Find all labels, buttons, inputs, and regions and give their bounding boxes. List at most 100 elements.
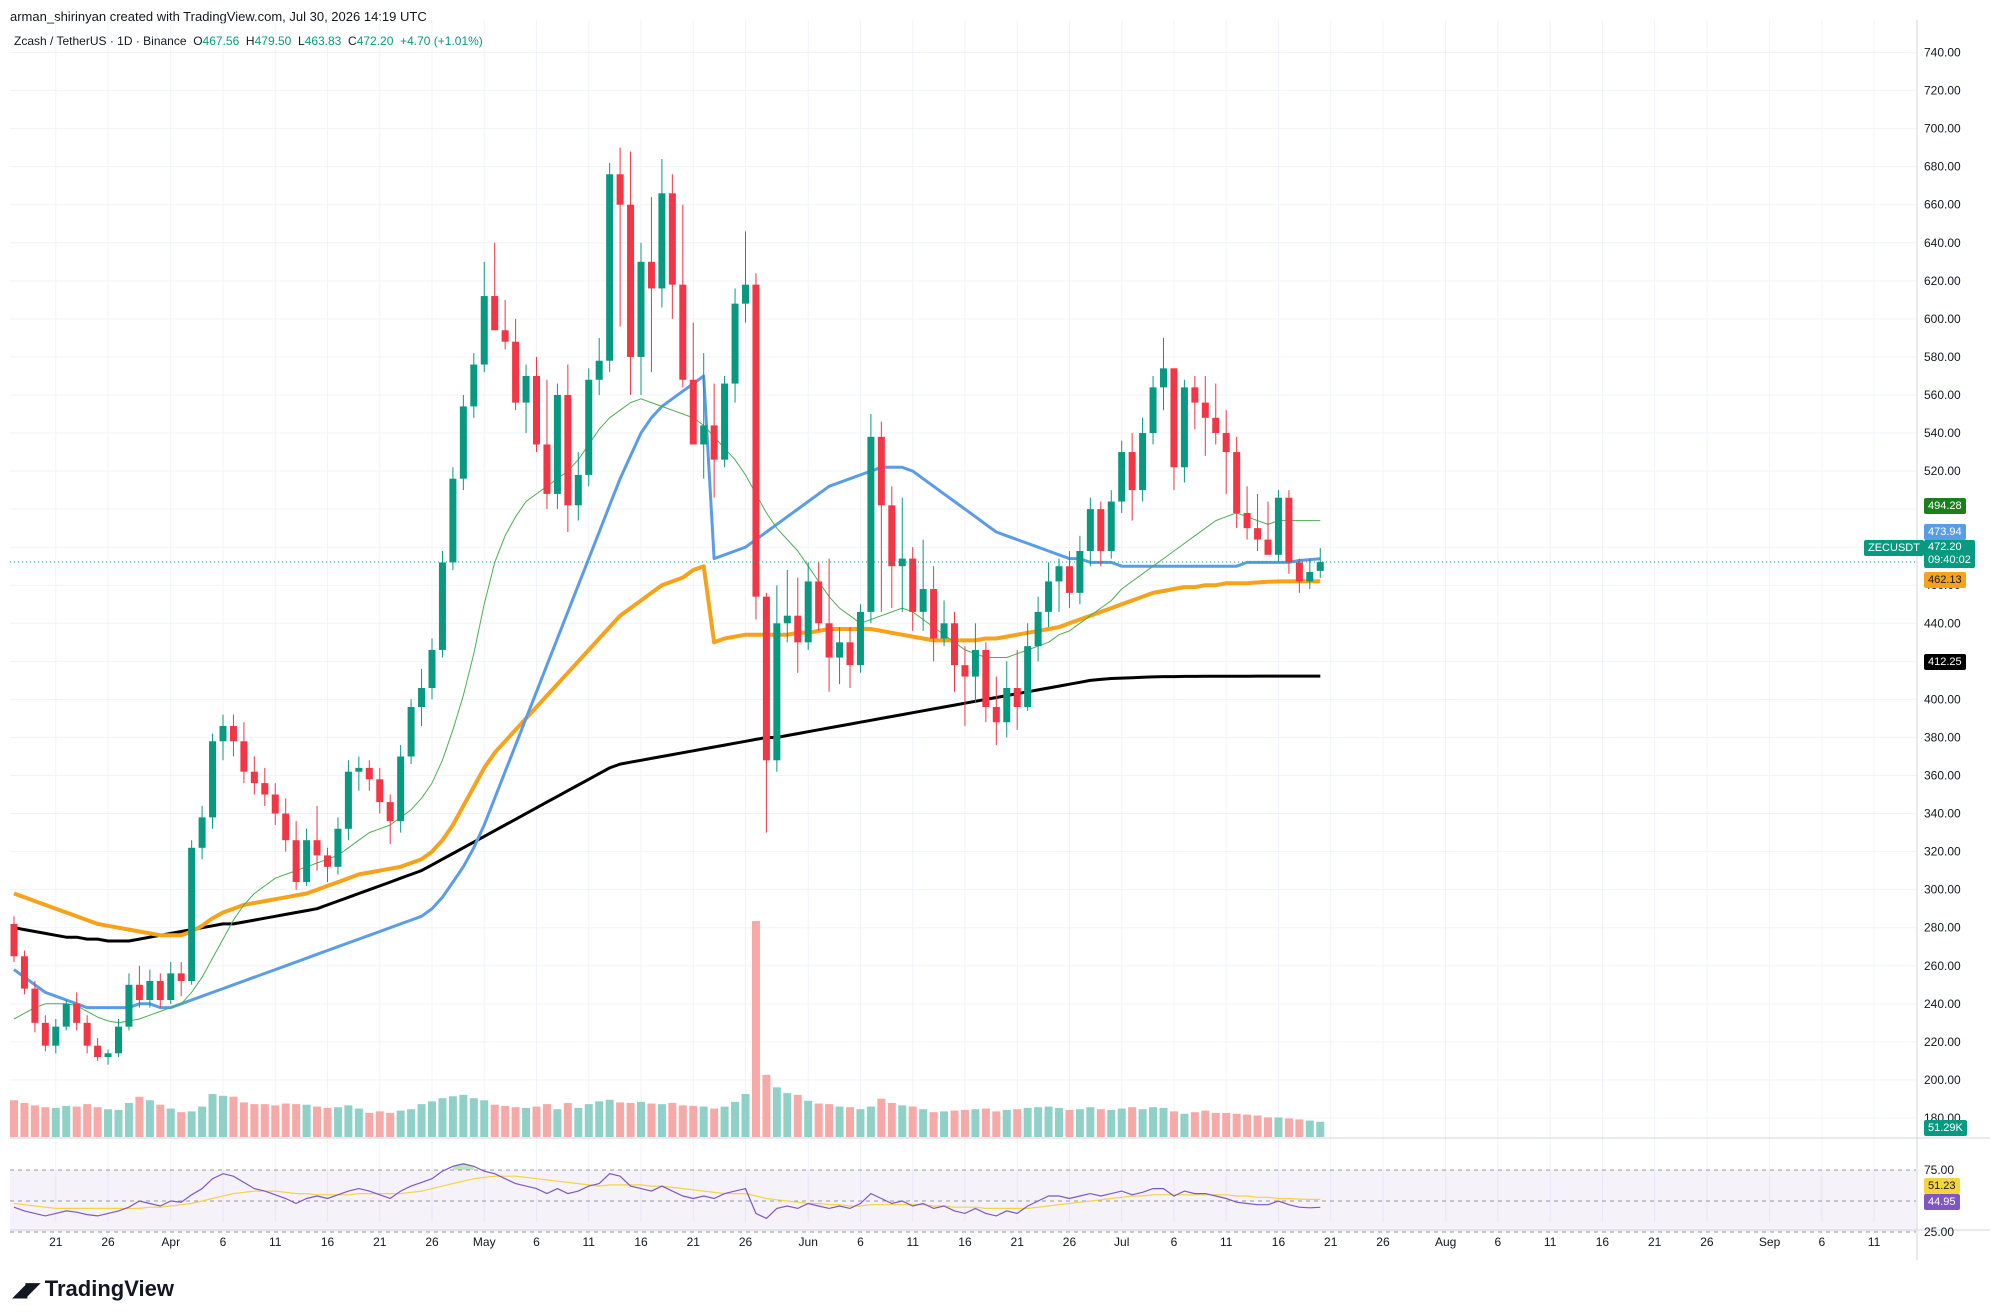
volume-bar xyxy=(751,921,760,1137)
last-price-tag: 472.20 09:40:02 xyxy=(1924,540,1975,568)
candle-body xyxy=(668,193,676,285)
price-tick-label: 240.00 xyxy=(1924,997,1961,1011)
time-tick-label: 6 xyxy=(1819,1235,1826,1249)
candle-body xyxy=(992,707,1000,723)
volume-bar xyxy=(501,1105,510,1137)
candle-body xyxy=(1107,501,1115,551)
volume-bar xyxy=(657,1104,666,1137)
candle-body xyxy=(658,193,666,289)
volume-bar xyxy=(866,1106,875,1137)
candle-body xyxy=(1264,539,1272,555)
volume-bar xyxy=(616,1102,625,1137)
volume-bar xyxy=(804,1100,813,1137)
volume-bar xyxy=(177,1112,186,1137)
sma-blue-tag: 473.94 xyxy=(1924,524,1966,540)
volume-bar xyxy=(741,1093,750,1137)
candle-body xyxy=(386,802,394,822)
volume-bar xyxy=(323,1107,332,1137)
price-tick-label: 340.00 xyxy=(1924,807,1961,821)
candle-body xyxy=(1055,566,1063,582)
candle-body xyxy=(1233,452,1241,513)
volume-bar xyxy=(605,1099,614,1137)
candle-body xyxy=(752,284,760,597)
price-tick-label: 720.00 xyxy=(1924,84,1961,98)
volume-bar xyxy=(281,1103,290,1137)
time-tick-label: 6 xyxy=(857,1235,864,1249)
volume-bar xyxy=(772,1087,781,1137)
volume-bar xyxy=(302,1104,311,1137)
candle-body xyxy=(1076,550,1084,593)
time-tick-label: 26 xyxy=(101,1235,115,1249)
volume-bar xyxy=(919,1109,928,1137)
time-tick-label: 21 xyxy=(1324,1235,1338,1249)
volume-bar xyxy=(187,1111,196,1137)
candle-countdown: 09:40:02 xyxy=(1928,554,1971,566)
candle-body xyxy=(742,284,749,304)
volume-bar xyxy=(584,1104,593,1137)
volume-bar xyxy=(1013,1109,1022,1137)
volume-bar xyxy=(428,1101,436,1137)
candle-body xyxy=(73,1003,81,1023)
volume-bar xyxy=(710,1108,719,1137)
volume-bar xyxy=(1117,1108,1126,1137)
candle-body xyxy=(344,771,352,829)
price-tick-label: 620.00 xyxy=(1924,274,1961,288)
candle-body xyxy=(229,726,237,742)
price-tick-label: 200.00 xyxy=(1924,1073,1961,1087)
candle-body xyxy=(1065,566,1073,593)
candle-body xyxy=(156,980,164,1001)
chart-grid xyxy=(10,20,1916,1222)
volume-bar xyxy=(459,1094,468,1137)
volume-bar xyxy=(637,1101,645,1137)
volume-bar xyxy=(960,1109,969,1137)
candle-body xyxy=(125,984,133,1027)
time-tick-label: 26 xyxy=(425,1235,439,1249)
volume-bar xyxy=(448,1096,457,1137)
candle-body xyxy=(909,558,917,612)
volume-bar xyxy=(511,1107,520,1137)
candle-body xyxy=(574,474,582,506)
candle-body xyxy=(1212,417,1220,434)
candle-body xyxy=(1222,433,1230,453)
volume-bar xyxy=(250,1104,259,1137)
tradingview-logo[interactable]: ◢◤ TradingView xyxy=(12,1276,174,1302)
time-tick-label: 26 xyxy=(1700,1235,1714,1249)
volume-bar xyxy=(490,1104,499,1137)
time-tick-label: 11 xyxy=(583,1235,596,1249)
sma-green-tag: 494.28 xyxy=(1924,498,1966,514)
axes: 740.00 720.00 700.00 680.00 660.00 640.00 620.… xyxy=(10,20,1990,1260)
volume-bar xyxy=(940,1111,949,1137)
candle-body xyxy=(762,596,770,761)
candle-body xyxy=(1170,368,1178,468)
volume-bar xyxy=(313,1106,322,1137)
candle-body xyxy=(951,623,958,666)
candle-body xyxy=(198,817,206,848)
volume-bar xyxy=(417,1104,426,1137)
price-tick-label: 360.00 xyxy=(1924,769,1961,783)
candle-body xyxy=(334,828,342,867)
volume-bar xyxy=(1274,1117,1283,1137)
candle-body xyxy=(1243,512,1251,529)
volume-bar xyxy=(198,1106,207,1137)
sma-black-tag: 412.25 xyxy=(1924,654,1966,670)
volume-bar xyxy=(1222,1112,1231,1137)
volume-bar xyxy=(20,1102,29,1137)
candle-body xyxy=(1149,387,1157,434)
symbol-legend[interactable]: Zcash / TetherUS · 1D · Binance O467.56 … xyxy=(14,34,483,48)
volume-bar xyxy=(166,1108,175,1137)
candle-body xyxy=(355,767,363,772)
candle-body xyxy=(585,379,593,475)
candle-body xyxy=(1201,402,1209,418)
candlesticks xyxy=(10,147,1916,1065)
time-tick-label: May xyxy=(473,1235,496,1249)
price-tick-label: 300.00 xyxy=(1924,883,1961,897)
open-value: 467.56 xyxy=(202,34,240,48)
candle-body xyxy=(135,984,143,1001)
volume-bar xyxy=(814,1103,823,1137)
time-tick-label: 16 xyxy=(321,1235,335,1249)
candle-body xyxy=(804,581,812,643)
candle-body xyxy=(292,840,300,883)
volume-bar xyxy=(1159,1107,1168,1137)
candle-body xyxy=(961,665,969,677)
